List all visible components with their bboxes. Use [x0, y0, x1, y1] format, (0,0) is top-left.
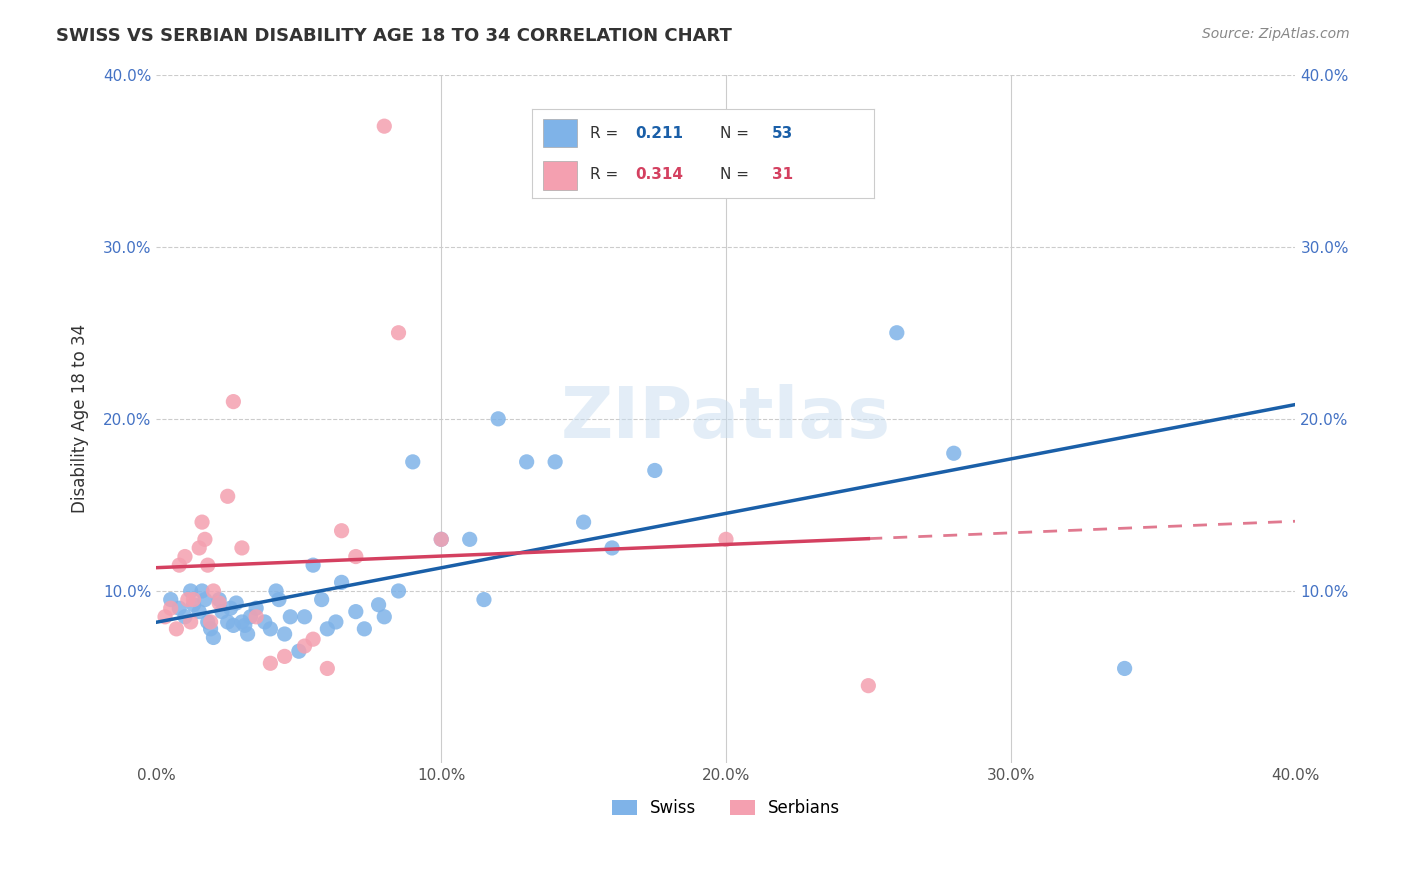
Point — [325, 615, 347, 629]
Point — [316, 661, 339, 675]
Legend: Swiss, Serbians: Swiss, Serbians — [605, 792, 846, 823]
Point — [231, 541, 253, 555]
Point — [311, 592, 333, 607]
Point — [288, 644, 311, 658]
Point — [387, 326, 409, 340]
Point — [273, 627, 295, 641]
Point — [373, 119, 395, 133]
Point — [367, 598, 389, 612]
Point — [191, 584, 214, 599]
Point — [159, 592, 181, 607]
Point — [430, 533, 453, 547]
Y-axis label: Disability Age 18 to 34: Disability Age 18 to 34 — [72, 325, 89, 514]
Point — [264, 584, 287, 599]
Point — [236, 627, 259, 641]
Point — [273, 649, 295, 664]
Point — [194, 592, 217, 607]
Point — [211, 605, 233, 619]
Point — [194, 533, 217, 547]
Point — [330, 524, 353, 538]
Point — [225, 596, 247, 610]
Point — [222, 618, 245, 632]
Text: ZIPatlas: ZIPatlas — [561, 384, 891, 453]
Point — [174, 549, 197, 564]
Point — [165, 622, 187, 636]
Point — [245, 609, 267, 624]
Point — [191, 515, 214, 529]
Point — [278, 609, 301, 624]
Point — [200, 622, 222, 636]
Point — [353, 622, 375, 636]
Point — [208, 596, 231, 610]
Point — [316, 622, 339, 636]
Point — [217, 615, 239, 629]
Point — [208, 592, 231, 607]
Point — [294, 639, 316, 653]
Point — [942, 446, 965, 460]
Point — [458, 533, 481, 547]
Point — [253, 615, 276, 629]
Point — [516, 455, 538, 469]
Point — [486, 412, 509, 426]
Point — [387, 584, 409, 599]
Point — [169, 558, 191, 573]
Point — [239, 609, 262, 624]
Point — [373, 609, 395, 624]
Point — [180, 615, 202, 629]
Point — [302, 632, 325, 647]
Point — [180, 584, 202, 599]
Point — [188, 541, 211, 555]
Point — [1114, 661, 1136, 675]
Point — [344, 605, 367, 619]
Point — [200, 615, 222, 629]
Point — [177, 592, 200, 607]
Point — [644, 463, 666, 477]
Point — [572, 515, 595, 529]
Text: SWISS VS SERBIAN DISABILITY AGE 18 TO 34 CORRELATION CHART: SWISS VS SERBIAN DISABILITY AGE 18 TO 34… — [56, 27, 733, 45]
Point — [202, 631, 225, 645]
Point — [188, 605, 211, 619]
Point — [544, 455, 567, 469]
Point — [302, 558, 325, 573]
Point — [202, 584, 225, 599]
Point — [330, 575, 353, 590]
Point — [714, 533, 737, 547]
Point — [259, 622, 281, 636]
Point — [600, 541, 623, 555]
Point — [233, 618, 256, 632]
Point — [153, 609, 176, 624]
Text: Source: ZipAtlas.com: Source: ZipAtlas.com — [1202, 27, 1350, 41]
Point — [197, 615, 219, 629]
Point — [472, 592, 495, 607]
Point — [197, 558, 219, 573]
Point — [231, 615, 253, 629]
Point — [267, 592, 290, 607]
Point — [294, 609, 316, 624]
Point — [344, 549, 367, 564]
Point — [886, 326, 908, 340]
Point — [174, 609, 197, 624]
Point — [858, 679, 880, 693]
Point — [259, 657, 281, 671]
Point — [159, 601, 181, 615]
Point — [217, 489, 239, 503]
Point — [183, 598, 205, 612]
Point — [222, 394, 245, 409]
Point — [219, 601, 242, 615]
Point — [430, 533, 453, 547]
Point — [169, 601, 191, 615]
Point — [183, 592, 205, 607]
Point — [402, 455, 425, 469]
Point — [245, 601, 267, 615]
